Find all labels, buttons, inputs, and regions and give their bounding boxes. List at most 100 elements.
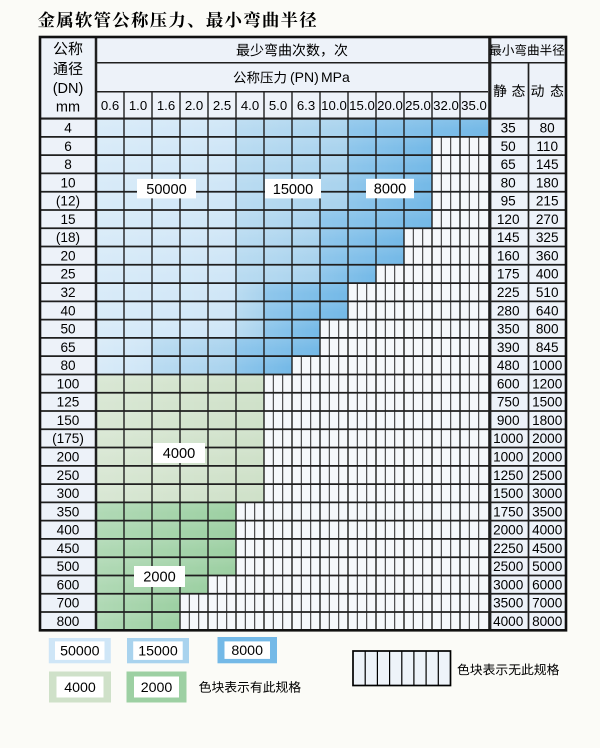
svg-text:20.0: 20.0: [377, 98, 403, 113]
svg-text:50000: 50000: [60, 644, 100, 660]
svg-text:3000: 3000: [532, 486, 563, 501]
svg-text:8000: 8000: [374, 182, 406, 198]
svg-text:350: 350: [497, 322, 520, 337]
svg-text:80: 80: [501, 175, 517, 190]
svg-text:480: 480: [497, 358, 520, 373]
svg-text:800: 800: [57, 614, 80, 629]
svg-text:35.0: 35.0: [461, 98, 487, 113]
svg-text:2250: 2250: [493, 541, 524, 556]
svg-text:600: 600: [497, 376, 520, 391]
svg-text:4000: 4000: [532, 523, 563, 538]
svg-text:1.6: 1.6: [157, 98, 175, 113]
svg-text:4000: 4000: [163, 446, 195, 462]
svg-text:6000: 6000: [532, 577, 563, 592]
svg-text:5.0: 5.0: [269, 98, 287, 113]
svg-text:300: 300: [57, 486, 80, 501]
svg-text:175: 175: [497, 267, 520, 282]
svg-text:2000: 2000: [532, 450, 563, 465]
svg-text:215: 215: [536, 194, 559, 209]
svg-text:(DN): (DN): [53, 81, 84, 97]
svg-text:4.0: 4.0: [241, 98, 259, 113]
svg-text:2.5: 2.5: [213, 98, 231, 113]
svg-text:8000: 8000: [231, 643, 263, 659]
svg-text:500: 500: [57, 559, 80, 574]
svg-text:1500: 1500: [532, 395, 563, 410]
svg-text:450: 450: [57, 541, 80, 556]
svg-text:1500: 1500: [493, 486, 524, 501]
svg-text:160: 160: [497, 249, 520, 264]
svg-text:125: 125: [57, 395, 80, 410]
svg-text:1000: 1000: [493, 450, 524, 465]
svg-text:3500: 3500: [493, 596, 524, 611]
svg-text:7000: 7000: [532, 596, 563, 611]
svg-text:15: 15: [60, 212, 75, 227]
svg-text:50: 50: [60, 322, 76, 337]
svg-text:250: 250: [57, 468, 80, 483]
svg-text:(12): (12): [56, 194, 80, 209]
svg-text:25: 25: [60, 267, 75, 282]
svg-text:2000: 2000: [532, 431, 563, 446]
svg-text:845: 845: [536, 340, 559, 355]
svg-text:510: 510: [536, 285, 559, 300]
svg-text:15000: 15000: [273, 182, 314, 198]
svg-text:35: 35: [501, 121, 516, 136]
svg-text:800: 800: [536, 322, 559, 337]
svg-text:1800: 1800: [532, 413, 563, 428]
svg-text:360: 360: [536, 249, 559, 264]
svg-text:1250: 1250: [493, 468, 524, 483]
svg-text:350: 350: [57, 504, 80, 519]
svg-text:MPa: MPa: [321, 69, 350, 85]
svg-text:1.0: 1.0: [129, 98, 147, 113]
svg-text:270: 270: [536, 212, 559, 227]
svg-text:5000: 5000: [532, 559, 563, 574]
svg-text:1200: 1200: [532, 376, 563, 391]
svg-text:4000: 4000: [493, 614, 524, 629]
svg-text:50000: 50000: [146, 182, 187, 198]
svg-text:(PN): (PN): [290, 69, 319, 85]
svg-text:2000: 2000: [493, 523, 524, 538]
svg-text:225: 225: [497, 285, 520, 300]
svg-text:0.6: 0.6: [101, 98, 119, 113]
svg-text:2500: 2500: [532, 468, 563, 483]
svg-text:32.0: 32.0: [433, 98, 459, 113]
svg-text:80: 80: [540, 121, 556, 136]
svg-text:1000: 1000: [493, 431, 524, 446]
svg-text:2000: 2000: [141, 680, 173, 696]
svg-text:(18): (18): [56, 230, 80, 245]
svg-text:2.0: 2.0: [185, 98, 203, 113]
svg-text:4: 4: [64, 121, 72, 136]
svg-text:95: 95: [501, 194, 516, 209]
svg-text:8: 8: [64, 157, 72, 172]
svg-text:20: 20: [60, 249, 76, 264]
svg-text:120: 120: [497, 212, 520, 227]
svg-text:3500: 3500: [532, 504, 563, 519]
svg-text:200: 200: [57, 450, 80, 465]
svg-text:280: 280: [497, 303, 520, 318]
svg-text:1000: 1000: [532, 358, 563, 373]
svg-text:145: 145: [536, 157, 559, 172]
svg-text:(175): (175): [52, 431, 84, 446]
svg-text:6.3: 6.3: [297, 98, 315, 113]
svg-text:325: 325: [536, 230, 559, 245]
svg-text:10.0: 10.0: [321, 98, 347, 113]
svg-text:15000: 15000: [138, 644, 178, 660]
svg-text:640: 640: [536, 303, 559, 318]
svg-text:32: 32: [60, 285, 75, 300]
svg-text:2500: 2500: [493, 559, 524, 574]
svg-text:50: 50: [501, 139, 517, 154]
svg-text:4500: 4500: [532, 541, 563, 556]
svg-text:10: 10: [60, 175, 76, 190]
svg-text:65: 65: [60, 340, 75, 355]
svg-text:180: 180: [536, 175, 559, 190]
svg-text:6: 6: [64, 139, 72, 154]
svg-text:25.0: 25.0: [405, 98, 431, 113]
svg-text:750: 750: [497, 395, 520, 410]
svg-text:3000: 3000: [493, 577, 524, 592]
svg-text:390: 390: [497, 340, 520, 355]
svg-text:mm: mm: [56, 100, 80, 116]
svg-text:100: 100: [57, 376, 80, 391]
svg-text:1750: 1750: [493, 504, 524, 519]
svg-text:80: 80: [60, 358, 76, 373]
svg-text:8000: 8000: [532, 614, 563, 629]
svg-text:110: 110: [536, 139, 558, 154]
